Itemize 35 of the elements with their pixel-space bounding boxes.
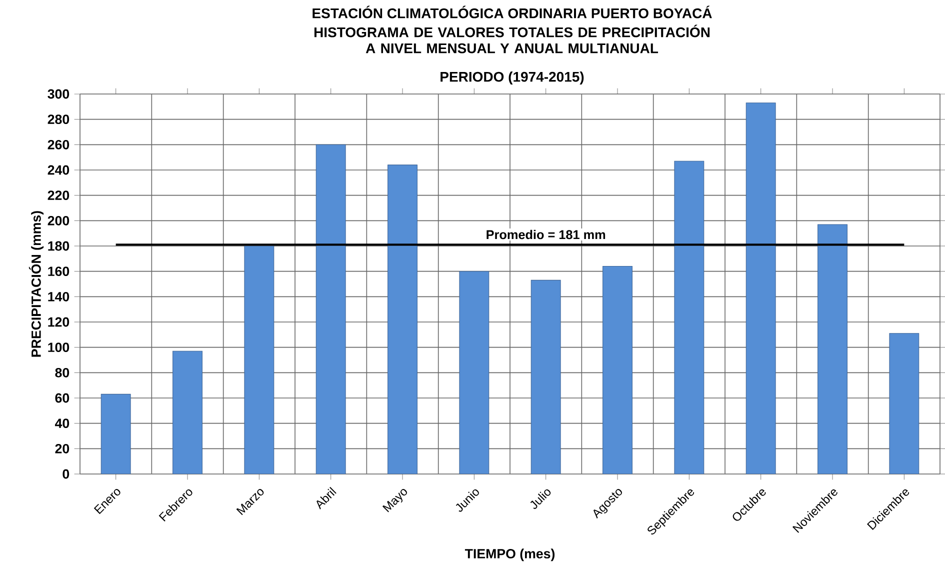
y-tick-label: 100: [48, 342, 70, 352]
y-tick-label: 180: [48, 241, 70, 251]
y-tick-label: 40: [54, 418, 70, 428]
y-tick-label: 20: [55, 444, 70, 454]
bar: [530, 280, 561, 474]
y-tick-label: 300: [48, 89, 70, 99]
y-tick-label: 60: [55, 393, 70, 403]
bar: [459, 271, 490, 474]
y-tick-label: 80: [55, 368, 70, 378]
y-axis-title: PRECIPITACIÓN (mms): [28, 211, 44, 357]
y-tick-label: 220: [48, 190, 70, 200]
y-tick-label: 260: [48, 140, 70, 150]
y-tick-label: 200: [48, 216, 70, 226]
bar: [818, 224, 848, 474]
ref-line-label: Promedio = 181 mm: [486, 230, 606, 240]
chart-title: ESTACIÓN CLIMATOLÓGICA ORDINARIA PUERTO BOYACÁ: [312, 6, 712, 18]
bar: [388, 164, 418, 474]
y-tick-label: 120: [48, 317, 70, 327]
y-tick-label: 0: [62, 469, 70, 479]
bar: [172, 350, 202, 474]
chart-subtitle: HISTOGRAMA DE VALORES TOTALES DE PRECIPITACIÓN A NIVEL MENSUAL Y ANUAL MULTIANUAL: [314, 24, 710, 54]
text: PERIODO (1974-2015): [440, 71, 584, 85]
y-tick-label: 160: [48, 266, 70, 276]
bar: [100, 394, 131, 474]
bar: [674, 160, 704, 474]
bar: [316, 144, 346, 474]
y-tick-label: 240: [48, 165, 70, 175]
bar: [244, 246, 274, 474]
bar: [889, 333, 920, 474]
bar: [602, 266, 632, 474]
x-tick-label: Julio: [530, 489, 551, 509]
bar: [746, 102, 776, 474]
x-axis-title: TIEMPO (mes): [464, 548, 555, 562]
y-tick-label: 280: [48, 114, 70, 124]
y-tick-label: 140: [48, 292, 70, 302]
